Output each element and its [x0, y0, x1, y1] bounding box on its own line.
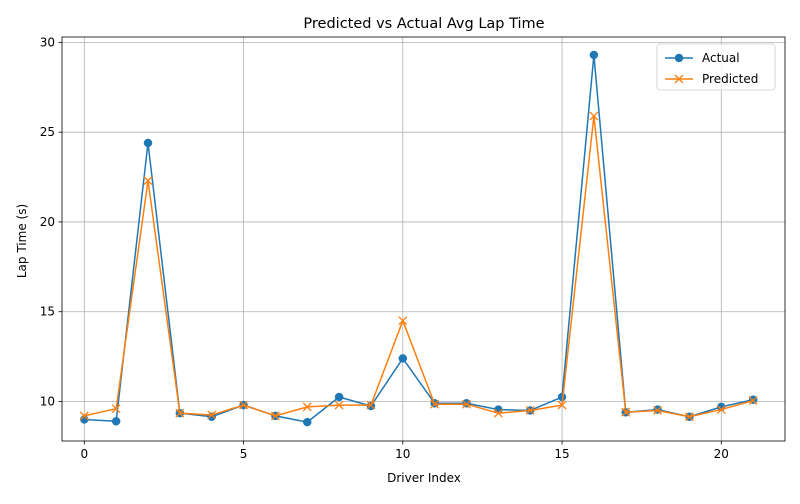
data-point-predicted — [79, 411, 89, 421]
y-tick-label: 15 — [40, 305, 55, 319]
x-tick-label: 10 — [395, 447, 410, 461]
x-marker-stroke — [239, 400, 249, 410]
x-tick-label: 5 — [240, 447, 248, 461]
data-point-predicted — [111, 404, 121, 414]
x-marker-stroke — [79, 411, 89, 421]
x-marker-stroke — [653, 406, 663, 415]
y-tick-label: 20 — [40, 215, 55, 229]
x-axis-label: Driver Index — [387, 471, 461, 485]
x-marker-stroke — [462, 399, 471, 409]
data-point-predicted — [143, 176, 153, 186]
data-point-predicted — [748, 396, 758, 406]
x-marker-stroke — [748, 396, 758, 406]
legend-label-actual: Actual — [702, 51, 740, 65]
legend-label-predicted: Predicted — [702, 72, 758, 86]
y-tick-label: 30 — [40, 35, 55, 49]
data-point-actual — [398, 354, 408, 363]
grid — [62, 37, 785, 441]
data-point-predicted — [398, 316, 408, 326]
y-tick-label: 25 — [40, 125, 55, 139]
data-point-predicted — [684, 412, 694, 422]
x-marker-stroke — [143, 176, 153, 186]
x-tick-label: 0 — [80, 447, 88, 461]
series-group — [79, 50, 758, 427]
data-point-predicted — [366, 400, 376, 410]
data-point-predicted — [239, 400, 249, 410]
series-predicted — [79, 111, 758, 422]
data-point-predicted — [525, 406, 535, 415]
legend-marker-actual — [674, 53, 684, 63]
x-marker-stroke — [270, 411, 280, 421]
data-point-predicted — [430, 399, 440, 409]
x-marker-stroke — [493, 408, 503, 418]
data-point-predicted — [653, 406, 663, 415]
data-point-predicted — [493, 408, 503, 418]
x-marker-stroke — [366, 400, 376, 410]
data-point-predicted — [557, 400, 567, 410]
legend-item-actual: Actual — [665, 51, 740, 65]
x-tick-label: 20 — [714, 447, 729, 461]
data-point-actual — [143, 138, 153, 148]
y-axis-label: Lap Time (s) — [15, 204, 29, 278]
x-marker-stroke — [684, 412, 694, 422]
x-marker-stroke — [430, 399, 440, 409]
x-marker-stroke — [175, 408, 185, 418]
data-point-predicted — [302, 402, 312, 412]
x-marker-stroke — [525, 406, 535, 415]
x-marker-stroke — [111, 404, 121, 414]
data-point-predicted — [207, 410, 217, 420]
x-marker-stroke — [207, 410, 217, 420]
x-marker-stroke — [557, 400, 567, 410]
x-marker-stroke — [334, 400, 344, 410]
data-point-actual — [302, 417, 312, 427]
x-marker-stroke — [621, 407, 631, 417]
data-point-actual — [589, 50, 599, 60]
x-marker-stroke — [674, 74, 684, 84]
x-marker-stroke — [302, 402, 312, 412]
x-tick-label: 15 — [554, 447, 569, 461]
data-point-predicted — [621, 407, 631, 417]
data-point-predicted — [462, 399, 471, 409]
axis-ticks: 0 5 10 15 20 10 15 20 25 30 — [40, 35, 729, 461]
x-marker-stroke — [589, 111, 599, 121]
legend: Actual Predicted — [656, 43, 776, 91]
chart-title: Predicted vs Actual Avg Lap Time — [303, 16, 544, 32]
x-marker-stroke — [398, 316, 408, 326]
plot-area-frame — [61, 36, 786, 442]
data-point-predicted — [334, 400, 344, 410]
x-marker-stroke — [716, 405, 726, 415]
data-point-predicted — [589, 111, 599, 121]
series-line-predicted — [84, 115, 754, 418]
data-point-predicted — [716, 405, 726, 415]
data-point-predicted — [270, 411, 280, 421]
legend-item-predicted: Predicted — [665, 72, 758, 86]
data-point-actual — [111, 416, 121, 426]
legend-marker-predicted — [674, 74, 684, 84]
data-point-actual — [334, 392, 344, 402]
data-point-predicted — [175, 408, 185, 418]
y-tick-label: 10 — [40, 394, 55, 408]
